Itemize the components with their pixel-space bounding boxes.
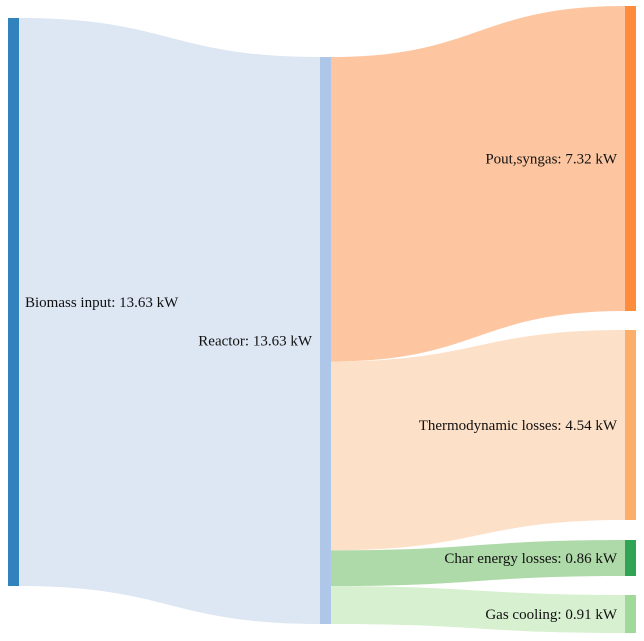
label-reactor: Reactor: 13.63 kW: [198, 334, 313, 350]
node-gascool: [625, 595, 636, 633]
link-reactor-gascool: [331, 586, 625, 633]
node-biomass: [8, 18, 19, 586]
link-reactor-syngas: [331, 6, 625, 362]
link-biomass-reactor: [19, 18, 320, 624]
label-syngas: Pout,syngas: 7.32 kW: [485, 152, 618, 168]
node-syngas: [625, 6, 636, 311]
link-reactor-thermo: [331, 330, 625, 551]
node-reactor: [320, 57, 331, 624]
link-reactor-char: [331, 540, 625, 587]
label-char: Char energy losses: 0.86 kW: [444, 551, 617, 567]
node-thermo: [625, 330, 636, 520]
label-biomass: Biomass input: 13.63 kW: [25, 295, 179, 311]
node-char: [625, 540, 636, 576]
label-gascool: Gas cooling: 0.91 kW: [485, 607, 617, 623]
label-thermo: Thermodynamic losses: 4.54 kW: [419, 418, 618, 434]
